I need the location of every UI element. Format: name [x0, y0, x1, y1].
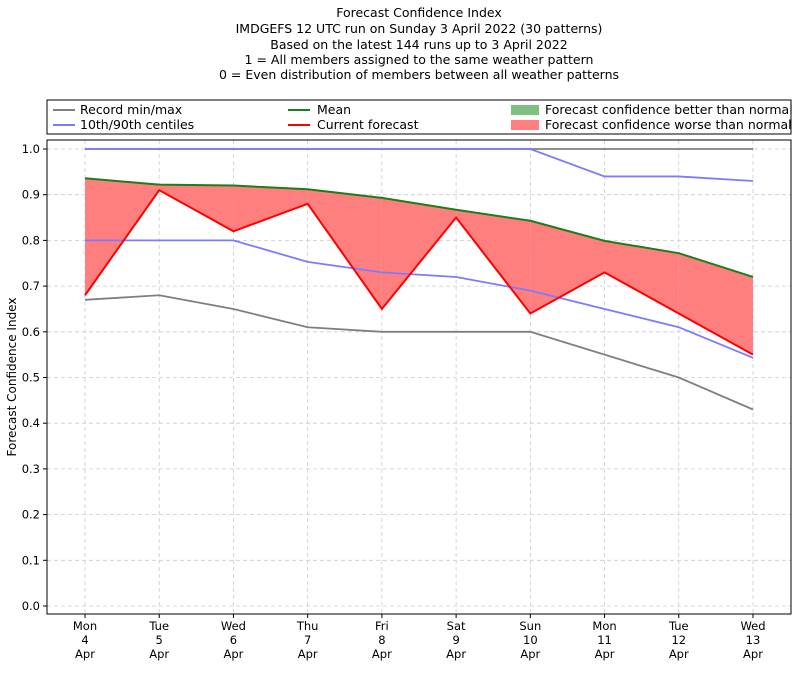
title-line-2: IMDGEFS 12 UTC run on Sunday 3 April 202… — [236, 21, 603, 36]
legend-label-worse: Forecast confidence worse than normal — [545, 117, 792, 132]
worse-than-normal-fill — [85, 178, 160, 296]
y-tick-label: 0.8 — [22, 233, 40, 247]
y-tick-label: 0.1 — [22, 553, 40, 567]
y-axis: 0.0 0.1 0.2 0.3 0.4 0.5 0.6 0.7 0.8 0.9 1.0 — [22, 142, 47, 613]
x-tick-label: Apr — [669, 647, 689, 661]
plot-area: 0.00.10.20.30.40.50.60.70.80.91.0 Mon4Ap… — [22, 139, 792, 661]
centile-90-line — [85, 148, 754, 182]
worse-than-normal-fill — [233, 185, 308, 232]
x-tick-label: 12 — [671, 633, 686, 647]
y-tick-label: 0.4 — [22, 416, 40, 430]
y-tick-label: 0.6 — [22, 325, 40, 339]
mean-line — [84, 177, 754, 278]
x-tick-label: Apr — [223, 647, 243, 661]
x-tick-label: Apr — [743, 647, 763, 661]
x-tick-label: 6 — [230, 633, 237, 647]
worse-than-normal-fill — [307, 189, 382, 309]
worse-than-normal-fill — [604, 240, 679, 314]
x-tick-label: 8 — [378, 633, 385, 647]
worse-than-normal-fill — [159, 184, 234, 232]
y-tick-label: 0.2 — [22, 508, 40, 522]
x-tick-label: Sun — [519, 619, 541, 633]
x-tick-label: Fri — [375, 619, 389, 633]
legend-swatch-better — [511, 105, 539, 115]
x-tick-label: Sat — [447, 619, 466, 633]
legend-label-centiles: 10th/90th centiles — [80, 117, 194, 132]
legend-label-better: Forecast confidence better than normal — [545, 102, 793, 117]
y-tick-label: 0.5 — [22, 371, 40, 385]
chart-title: Forecast Confidence Index IMDGEFS 12 UTC… — [219, 5, 619, 82]
record-min-line — [84, 294, 754, 411]
x-tick-label: Apr — [520, 647, 540, 661]
legend-frame — [46, 99, 792, 135]
x-tick-label: Tue — [668, 619, 689, 633]
x-axis: Mon4AprTue5AprWed6AprThu7AprFri8AprSat9A… — [73, 614, 766, 661]
x-tick-label: Thu — [296, 619, 319, 633]
x-tick-label: 4 — [81, 633, 88, 647]
x-tick-label: 10 — [523, 633, 538, 647]
x-tick-label: Apr — [446, 647, 466, 661]
x-tick-label: Mon — [592, 619, 616, 633]
x-tick-label: 7 — [304, 633, 311, 647]
x-tick-label: Apr — [372, 647, 392, 661]
centile-10-line — [85, 239, 754, 359]
title-line-3: Based on the latest 144 runs up to 3 Apr… — [270, 37, 567, 52]
x-tick-label: 13 — [746, 633, 761, 647]
x-tick-label: Apr — [595, 647, 615, 661]
current-forecast-line — [84, 188, 754, 356]
x-tick-label: 9 — [452, 633, 459, 647]
x-tick-label: Mon — [73, 619, 97, 633]
legend: Record min/max 10th/90th centiles Mean C… — [46, 99, 793, 135]
x-tick-label: Apr — [75, 647, 95, 661]
title-line-4: 1 = All members assigned to the same wea… — [245, 52, 594, 67]
x-tick-label: Wed — [221, 619, 246, 633]
worse-than-normal-fill — [381, 197, 457, 309]
x-tick-label: Apr — [298, 647, 318, 661]
legend-label-current: Current forecast — [317, 117, 419, 132]
y-axis-label: Forecast Confidence Index — [5, 298, 19, 457]
confidence-fill — [85, 178, 753, 355]
y-tick-label: 0.7 — [22, 279, 40, 293]
legend-label-record: Record min/max — [80, 102, 182, 117]
x-tick-label: 5 — [156, 633, 163, 647]
series-lines — [84, 148, 754, 411]
worse-than-normal-fill — [530, 220, 605, 314]
legend-swatch-worse — [511, 120, 539, 130]
worse-than-normal-fill — [678, 253, 753, 355]
x-tick-label: Tue — [148, 619, 169, 633]
x-tick-label: Apr — [149, 647, 169, 661]
title-line-5: 0 = Even distribution of members between… — [219, 67, 619, 82]
x-tick-label: Wed — [740, 619, 765, 633]
y-tick-label: 0.0 — [22, 599, 40, 613]
y-tick-label: 0.3 — [22, 462, 40, 476]
x-tick-label: 11 — [597, 633, 612, 647]
legend-label-mean: Mean — [317, 102, 351, 117]
y-tick-label: 1.0 — [22, 142, 40, 156]
y-tick-label: 0.9 — [22, 188, 40, 202]
title-line-1: Forecast Confidence Index — [336, 5, 502, 20]
